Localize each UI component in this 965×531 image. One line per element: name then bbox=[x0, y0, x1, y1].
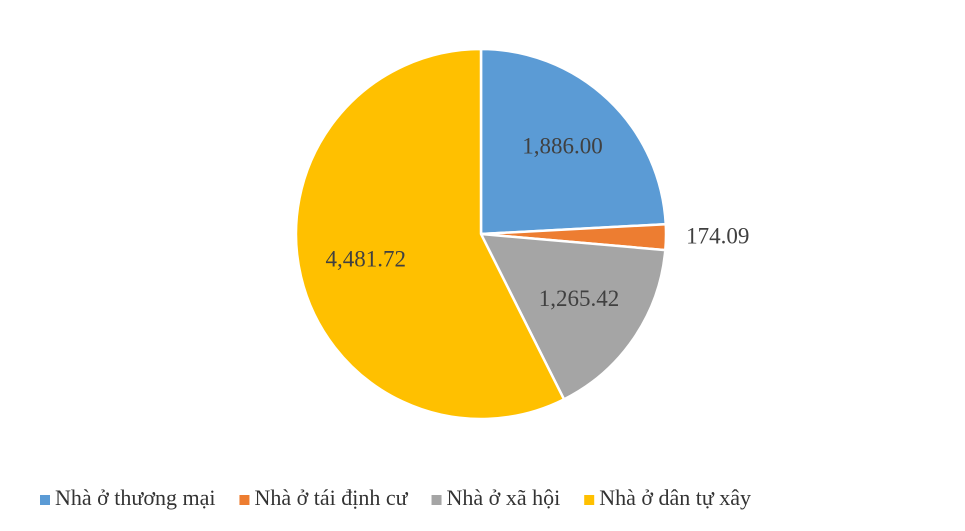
legend-label: Nhà ở dân tự xây bbox=[599, 485, 751, 510]
legend-label: Nhà ở tái định cư bbox=[254, 485, 408, 510]
legend-label: Nhà ở xã hội bbox=[447, 485, 561, 510]
data-label: 1,265.42 bbox=[539, 286, 620, 311]
pie-slice bbox=[478, 232, 667, 402]
data-label: 174.09 bbox=[686, 223, 749, 248]
legend-label: Nhà ở thương mại bbox=[55, 485, 215, 510]
legend-swatch bbox=[40, 495, 50, 505]
legend-swatch bbox=[584, 495, 595, 505]
pie-slice bbox=[479, 47, 668, 236]
data-label: 4,481.72 bbox=[326, 247, 407, 272]
pie-slice bbox=[294, 47, 566, 421]
legend-swatch bbox=[239, 495, 250, 505]
data-label: 1,886.00 bbox=[522, 133, 603, 158]
legend-swatch bbox=[431, 495, 442, 505]
